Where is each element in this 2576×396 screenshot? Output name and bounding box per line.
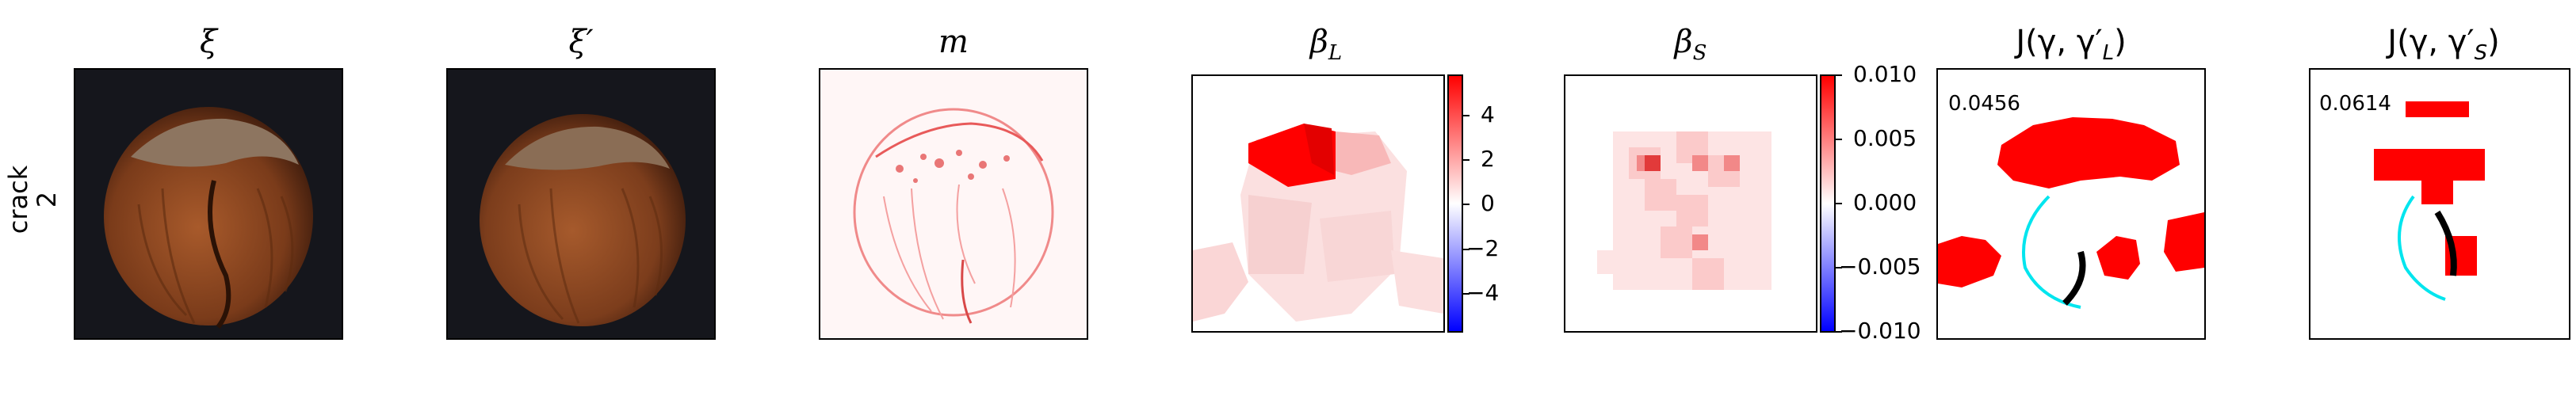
colorbar-beta-L [1447,74,1463,333]
cbar-L-tick-1: 2 [1481,146,1495,172]
row-label-line2: 2 [32,191,62,208]
title-beta-S: βS [1564,24,1817,65]
score-j-L: 0.0456 [1948,92,2020,116]
image-beta-L [1191,74,1445,333]
cbar-S-tick-1: 0.005 [1853,125,1917,151]
title-j-L: J(γ, γ′L) [2016,24,2127,65]
cbar-S-tick-2: 0.000 [1853,189,1917,215]
image-xi-prime [446,68,716,340]
cbar-S-tick-4: −0.010 [1839,318,1921,344]
image-m [819,68,1088,340]
score-j-S: 0.0614 [2319,92,2391,116]
cbar-S-tick-3: −0.005 [1839,253,1921,280]
image-xi [74,68,343,340]
title-j-S: J(γ, γ′S) [2387,24,2500,65]
image-j-L [1936,68,2206,340]
title-m: m [938,24,969,60]
cbar-L-tick-3: −2 [1466,235,1500,261]
title-beta-L: βL [1191,24,1461,65]
title-xi-prime: ξ′ [568,24,594,60]
title-beta-S-base: β [1674,24,1693,60]
colorbar-beta-S [1820,74,1836,333]
title-beta-L-base: β [1309,24,1328,60]
cbar-L-tick-2: 0 [1481,190,1495,216]
cbar-L-tick-0: 4 [1481,101,1495,128]
row-label: crack 2 [3,156,67,243]
image-beta-S [1564,74,1817,333]
cbar-S-tick-0: 0.010 [1853,61,1917,87]
title-beta-L-sub: L [1328,41,1343,65]
cbar-L-tick-4: −4 [1466,280,1500,306]
title-beta-S-sub: S [1692,41,1707,65]
title-xi: ξ [199,24,218,60]
row-label-line1: crack [3,165,33,234]
image-j-S [2309,68,2570,340]
